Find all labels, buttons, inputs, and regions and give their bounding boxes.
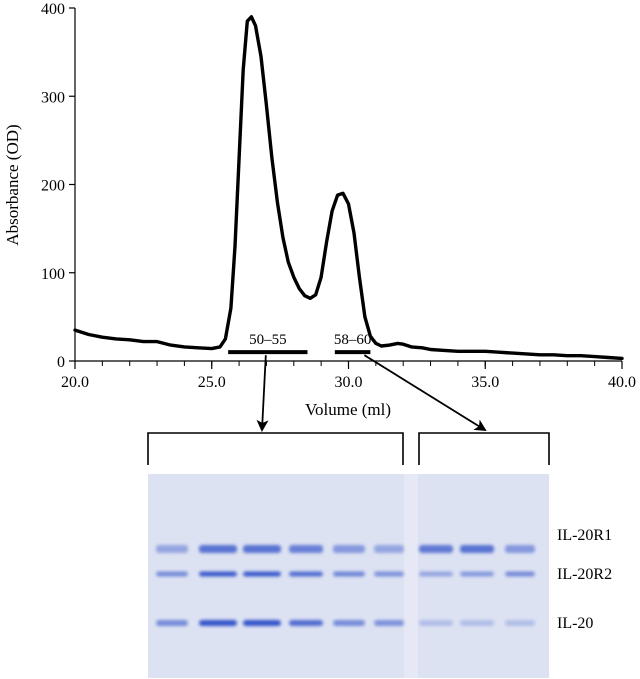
gel-band	[333, 571, 365, 577]
gel-band-label: IL-20R1	[557, 527, 612, 544]
gel-band	[199, 620, 237, 626]
fraction-annotations: 50–55 58–60	[228, 332, 487, 432]
gel-band	[374, 620, 404, 626]
x-tick-label: 35.0	[471, 374, 499, 391]
gel-band	[374, 571, 404, 577]
gel-bracket-left	[147, 432, 404, 465]
y-tick-label: 200	[41, 178, 65, 195]
fraction-arrow	[363, 354, 487, 432]
gel-band	[333, 545, 365, 553]
gel-band	[505, 545, 535, 553]
gel-bracket-right	[418, 432, 550, 465]
gel-band	[419, 545, 453, 553]
y-tick-label: 400	[41, 1, 65, 18]
gel-band	[419, 620, 453, 626]
x-tick-label: 20.0	[61, 374, 89, 391]
gel-lane-gap	[404, 474, 418, 678]
gel-band-labels: IL-20R1 IL-20R2 IL-20	[557, 527, 612, 632]
gel-band	[199, 545, 237, 553]
gel-band	[289, 571, 323, 577]
gel-band-label: IL-20R2	[557, 566, 612, 583]
x-tick-label: 30.0	[335, 374, 363, 391]
gel-band	[505, 571, 535, 577]
x-ticks: 20.0 25.0 30.0 35.0 40.0	[61, 361, 636, 391]
y-ticks: 0 100 200 300 400	[41, 1, 75, 371]
fraction-label: 50–55	[249, 332, 287, 348]
gel-band	[243, 571, 281, 577]
x-tick-label: 25.0	[198, 374, 226, 391]
gel-band	[460, 620, 494, 626]
y-tick-label: 0	[57, 354, 65, 371]
gel-band	[333, 620, 365, 626]
gel-band	[156, 620, 188, 626]
gel-band	[289, 620, 323, 626]
gel-band	[505, 620, 535, 626]
y-axis-title: Absorbance (OD)	[3, 124, 22, 245]
absorbance-series-line	[73, 15, 624, 361]
x-axis-title: Volume (ml)	[305, 400, 391, 419]
gel-band	[243, 620, 281, 626]
gel-band	[199, 571, 237, 577]
gel-band	[156, 571, 188, 577]
chromatogram-chart: 0 100 200 300 400 20.0 25.0 30.0 35.0 40.0 Volum…	[3, 1, 636, 432]
y-tick-label: 300	[41, 89, 65, 106]
sds-page-gel: IL-20R1 IL-20R2 IL-20	[147, 432, 612, 678]
gel-band	[243, 545, 281, 553]
fraction-label: 58–60	[334, 332, 372, 348]
gel-band	[460, 545, 494, 553]
gel-band	[460, 571, 494, 577]
gel-band	[289, 545, 323, 553]
gel-band	[419, 571, 453, 577]
gel-band	[374, 545, 404, 553]
gel-band-label: IL-20	[557, 615, 593, 632]
gel-band	[156, 545, 188, 553]
gel-bands	[156, 545, 535, 626]
fraction-arrow	[256, 355, 269, 432]
x-tick-label: 40.0	[608, 374, 636, 391]
y-tick-label: 100	[41, 266, 65, 283]
